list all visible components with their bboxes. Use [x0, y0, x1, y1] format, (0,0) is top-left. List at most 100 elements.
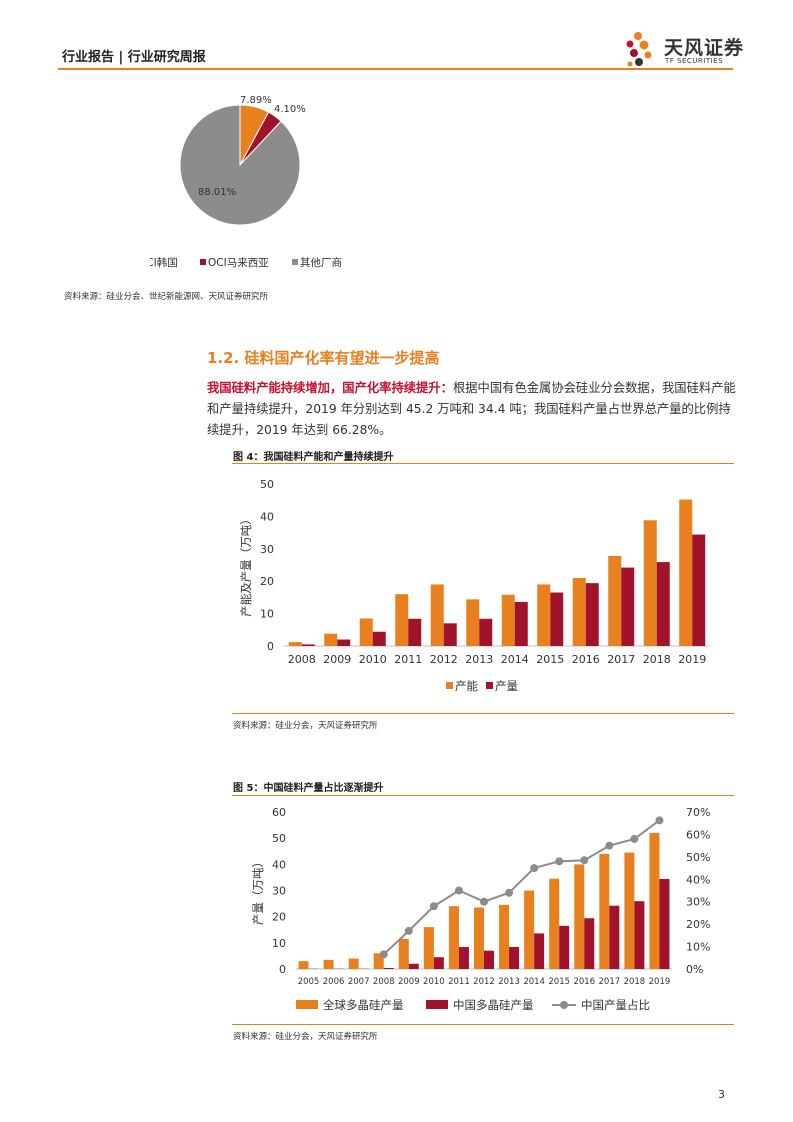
fig4-bar	[372, 631, 386, 646]
fig5-y2-tick-label: 0%	[686, 963, 703, 976]
fig5-y-axis-label: 产量（万吨）	[251, 856, 265, 925]
fig4-bar	[514, 601, 528, 646]
fig5-y-tick-label: 60	[272, 806, 286, 819]
fig5-bar	[474, 907, 484, 969]
fig4-x-tick-label: 2009	[323, 653, 351, 666]
fig4-bar	[550, 592, 564, 646]
fig5-bar	[574, 864, 585, 969]
pie-legend-label: 其他厂商	[300, 256, 342, 269]
fig4-legend-label: 产能	[455, 679, 478, 693]
fig5-x-tick-label: 2010	[423, 977, 445, 987]
fig5-y-tick-label: 0	[279, 963, 286, 976]
fig4-bar	[621, 567, 635, 646]
fig5-legend-label: 中国产量占比	[581, 998, 650, 1012]
fig4-x-tick-label: 2019	[678, 653, 706, 666]
fig4-y-tick-label: 40	[260, 510, 274, 523]
fig4-bar	[692, 534, 706, 646]
fig5-y-tick-label: 20	[272, 911, 286, 924]
fig5-x-tick-label: 2012	[473, 977, 495, 987]
fig5-x-tick-label: 2014	[523, 977, 545, 987]
fig5-bar	[408, 963, 419, 969]
tf-logo	[624, 28, 664, 72]
tf-logo-icon	[626, 32, 652, 67]
fig5-share-point	[580, 856, 589, 865]
fig5-bar	[534, 933, 545, 969]
fig5-y2-tick-label: 50%	[686, 851, 710, 864]
fig4-x-tick-label: 2013	[465, 653, 493, 666]
fig5-bar	[323, 959, 334, 969]
fig5-bar	[448, 906, 459, 969]
fig5-y2-tick-label: 60%	[686, 828, 710, 841]
fig5-x-tick-label: 2015	[548, 977, 570, 987]
fig4-bar	[324, 633, 338, 646]
fig5-bar	[433, 957, 444, 969]
fig4-legend-swatch	[446, 682, 453, 689]
fig5-bar	[659, 878, 670, 969]
logo-chinese-name: 天风证券	[664, 37, 745, 59]
paragraph-lead: 我国硅料产能持续增加，国产化率持续提升：	[207, 381, 453, 395]
fig5-y2-tick-label: 40%	[686, 873, 710, 886]
pie-legend-swatch	[292, 259, 298, 265]
pie-slice-label: 4.10%	[274, 104, 306, 115]
fig4-x-tick-label: 2014	[501, 653, 529, 666]
fig4-x-tick-label: 2010	[359, 653, 387, 666]
fig4-bar-chart: 0 10 20 30 40 50 产能及产量（万吨） 2008 2009 2010 2011 2012…	[239, 478, 710, 693]
fig4-title: 图 4：我国硅料产能和产量持续提升	[233, 452, 394, 463]
fig5-share-point	[404, 926, 413, 935]
page-number: 3	[718, 1088, 725, 1101]
fig5-x-tick-label: 2006	[323, 977, 345, 987]
fig4-legend-swatch	[486, 682, 493, 689]
fig5-y-tick-label: 40	[272, 858, 286, 871]
fig4-bar	[443, 623, 457, 646]
report-header-title: 行业报告 | 行业研究周报	[62, 50, 206, 65]
fig5-bar	[298, 961, 309, 969]
fig4-bar	[301, 644, 315, 646]
fig4-x-tick-label: 2017	[607, 653, 635, 666]
fig4-bar	[537, 584, 551, 646]
fig4-bottom-rule	[232, 713, 734, 714]
fig4-bar	[608, 555, 622, 646]
fig5-bar	[383, 967, 394, 969]
fig4-bar	[643, 520, 657, 646]
fig5-bar	[484, 950, 494, 969]
pie-legend-label: OCI韩国	[150, 256, 178, 269]
fig4-bar	[288, 642, 302, 646]
fig4-y-tick-label: 20	[260, 575, 274, 588]
fig5-x-tick-label: 2011	[448, 977, 470, 987]
fig4-bar	[656, 562, 670, 646]
pie-slice	[179, 104, 301, 226]
fig5-bar	[458, 947, 469, 969]
fig5-share-point	[379, 950, 388, 959]
pie-legend-swatch	[200, 259, 206, 265]
fig5-combo-chart: 0 10 20 30 40 50 60 0% 10% 20% 30% 40% 50% 60% 70% 产量（万…	[251, 806, 710, 1012]
fig5-x-tick-label: 2005	[298, 977, 320, 987]
fig4-bar	[585, 583, 599, 646]
fig5-y2-tick-label: 20%	[686, 918, 710, 931]
fig4-y-tick-label: 50	[260, 478, 274, 491]
fig5-y2-tick-label: 10%	[686, 941, 710, 954]
fig4-y-tick-label: 30	[260, 543, 274, 556]
fig5-legend-swatch	[426, 1000, 448, 1009]
fig5-share-point	[530, 864, 539, 873]
fig5-source-note: 资料来源：硅业分会，天风证券研究所	[233, 1032, 378, 1042]
fig5-legend-swatch	[296, 1000, 318, 1009]
fig4-bar	[679, 499, 693, 646]
fig5-x-tick-label: 2017	[599, 977, 621, 987]
fig5-share-line	[383, 819, 661, 956]
fig4-y-tick-label: 0	[267, 640, 274, 653]
fig4-bar	[408, 618, 422, 646]
fig5-bar	[624, 852, 635, 969]
fig5-share-point	[429, 902, 438, 911]
fig5-x-tick-label: 2008	[373, 977, 395, 987]
logo-english-name: TF SECURITIES	[665, 57, 724, 65]
fig5-y2-tick-label: 70%	[686, 806, 710, 819]
fig4-x-tick-label: 2008	[288, 653, 316, 666]
fig5-y-tick-label: 50	[272, 832, 286, 845]
fig5-share-point	[505, 888, 514, 897]
fig5-share-point	[454, 886, 463, 895]
fig5-bottom-rule	[232, 1024, 734, 1025]
fig5-x-tick-label: 2019	[649, 977, 671, 987]
fig4-source-note: 资料来源：硅业分会，天风证券研究所	[233, 721, 378, 731]
fig5-x-tick-label: 2016	[573, 977, 595, 987]
fig5-bar	[609, 905, 620, 969]
